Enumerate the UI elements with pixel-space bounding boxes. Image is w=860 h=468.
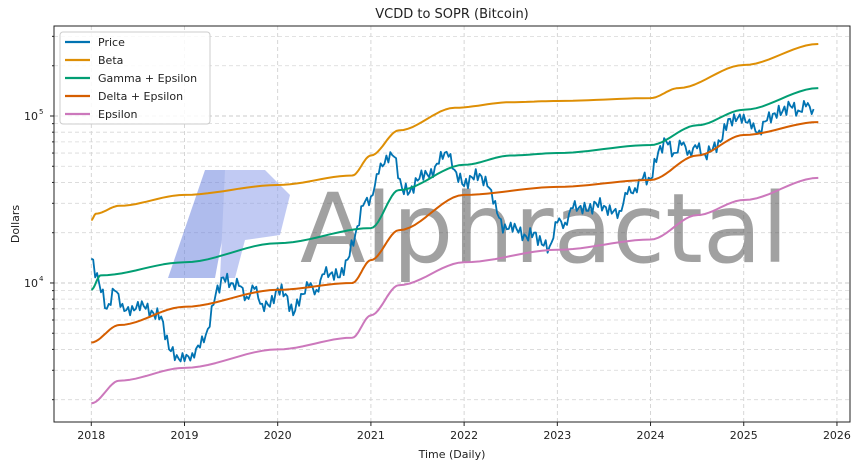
series-line-beta [90,43,819,222]
x-tick-label: 2018 [77,429,105,442]
x-tick-label: 2026 [823,429,851,442]
legend-label: Beta [98,54,123,67]
series-line-delta-epsilon [91,121,819,344]
y-tick-label: 10 [24,110,38,123]
legend-label: Gamma + Epsilon [98,72,197,85]
chart-title: VCDD to SOPR (Bitcoin) [375,7,529,22]
series-line-price [90,100,815,363]
y-tick-exponent: 4 [39,275,44,283]
x-tick-label: 2022 [450,429,478,442]
legend-label: Price [98,36,125,49]
x-tick-label: 2021 [357,429,385,442]
watermark-text: Alphractal [300,173,788,285]
x-tick-label: 2025 [730,429,758,442]
x-tick-label: 2023 [543,429,571,442]
series-line-gamma-epsilon [90,87,819,291]
watermark-logo-a [168,170,235,278]
legend-box [59,31,211,125]
watermark: Alphractal [168,170,788,285]
x-tick-label: 2020 [264,429,292,442]
y-axis-label: Dollars [9,205,22,244]
series-line-epsilon [91,176,819,405]
legend-label: Epsilon [98,108,138,121]
y-tick-exponent: 5 [39,108,43,116]
legend-label: Delta + Epsilon [98,90,183,103]
x-tick-label: 2019 [170,429,198,442]
y-tick-label: 10 [24,277,38,290]
x-axis: 2018 2019 2020 2021 2022 2023 2024 2025 2026 [77,422,851,442]
x-tick-label: 2024 [637,429,665,442]
series-layer [90,43,819,405]
plot-frame [53,25,851,423]
legend: Price Beta Gamma + Epsilon Delta + Epsilon E… [59,31,211,125]
x-axis-label: Time (Daily) [418,448,486,461]
